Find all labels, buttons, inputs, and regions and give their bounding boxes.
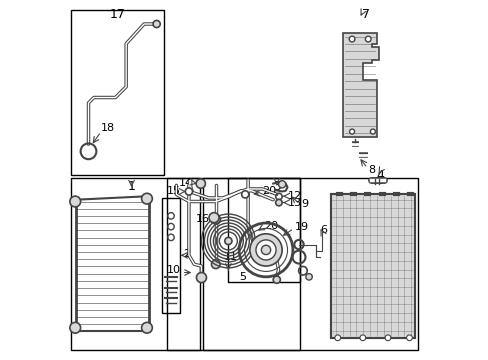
Circle shape — [384, 335, 390, 341]
Circle shape — [348, 36, 354, 42]
Text: 9: 9 — [301, 199, 307, 210]
Polygon shape — [343, 33, 378, 137]
Text: 1: 1 — [127, 180, 135, 193]
Circle shape — [278, 181, 285, 188]
Circle shape — [196, 273, 206, 283]
Circle shape — [255, 240, 276, 260]
Circle shape — [275, 199, 282, 206]
Text: 16: 16 — [195, 215, 209, 224]
Circle shape — [211, 215, 220, 224]
Circle shape — [241, 191, 248, 198]
Text: 11: 11 — [223, 252, 237, 262]
Circle shape — [153, 21, 160, 28]
Bar — [162, 198, 180, 313]
Bar — [167, 178, 300, 350]
Circle shape — [305, 274, 312, 280]
Text: 14: 14 — [178, 178, 192, 188]
Text: 5: 5 — [239, 272, 245, 282]
Circle shape — [261, 245, 270, 255]
Bar — [330, 194, 414, 338]
Circle shape — [211, 260, 220, 269]
Circle shape — [273, 276, 280, 283]
Text: 19: 19 — [294, 222, 308, 231]
Text: 10: 10 — [166, 265, 180, 275]
Text: 20: 20 — [264, 221, 278, 230]
Circle shape — [365, 36, 370, 42]
Circle shape — [359, 335, 365, 341]
Circle shape — [142, 193, 152, 204]
Bar — [228, 178, 300, 282]
Circle shape — [185, 188, 192, 195]
Circle shape — [349, 129, 354, 134]
Text: 17: 17 — [109, 8, 125, 21]
Text: 6: 6 — [319, 225, 326, 235]
Text: 7: 7 — [362, 8, 370, 21]
Circle shape — [249, 234, 282, 266]
Text: 8: 8 — [367, 165, 375, 175]
Circle shape — [196, 179, 205, 188]
Polygon shape — [330, 194, 414, 338]
Circle shape — [224, 237, 231, 244]
Circle shape — [70, 322, 81, 333]
Text: 15: 15 — [166, 186, 180, 197]
Text: 4: 4 — [375, 169, 383, 182]
Bar — [203, 178, 418, 350]
Circle shape — [369, 129, 375, 134]
Text: 13: 13 — [287, 198, 301, 208]
Circle shape — [406, 335, 411, 341]
Text: 2: 2 — [183, 248, 190, 258]
Text: 18: 18 — [101, 123, 115, 133]
Text: 12: 12 — [287, 191, 301, 201]
Bar — [70, 178, 199, 350]
Text: 20: 20 — [261, 186, 275, 197]
Circle shape — [142, 322, 152, 333]
Text: 3: 3 — [272, 180, 280, 193]
Circle shape — [208, 213, 219, 223]
Circle shape — [334, 335, 340, 341]
Bar — [70, 10, 163, 175]
Circle shape — [70, 196, 81, 207]
